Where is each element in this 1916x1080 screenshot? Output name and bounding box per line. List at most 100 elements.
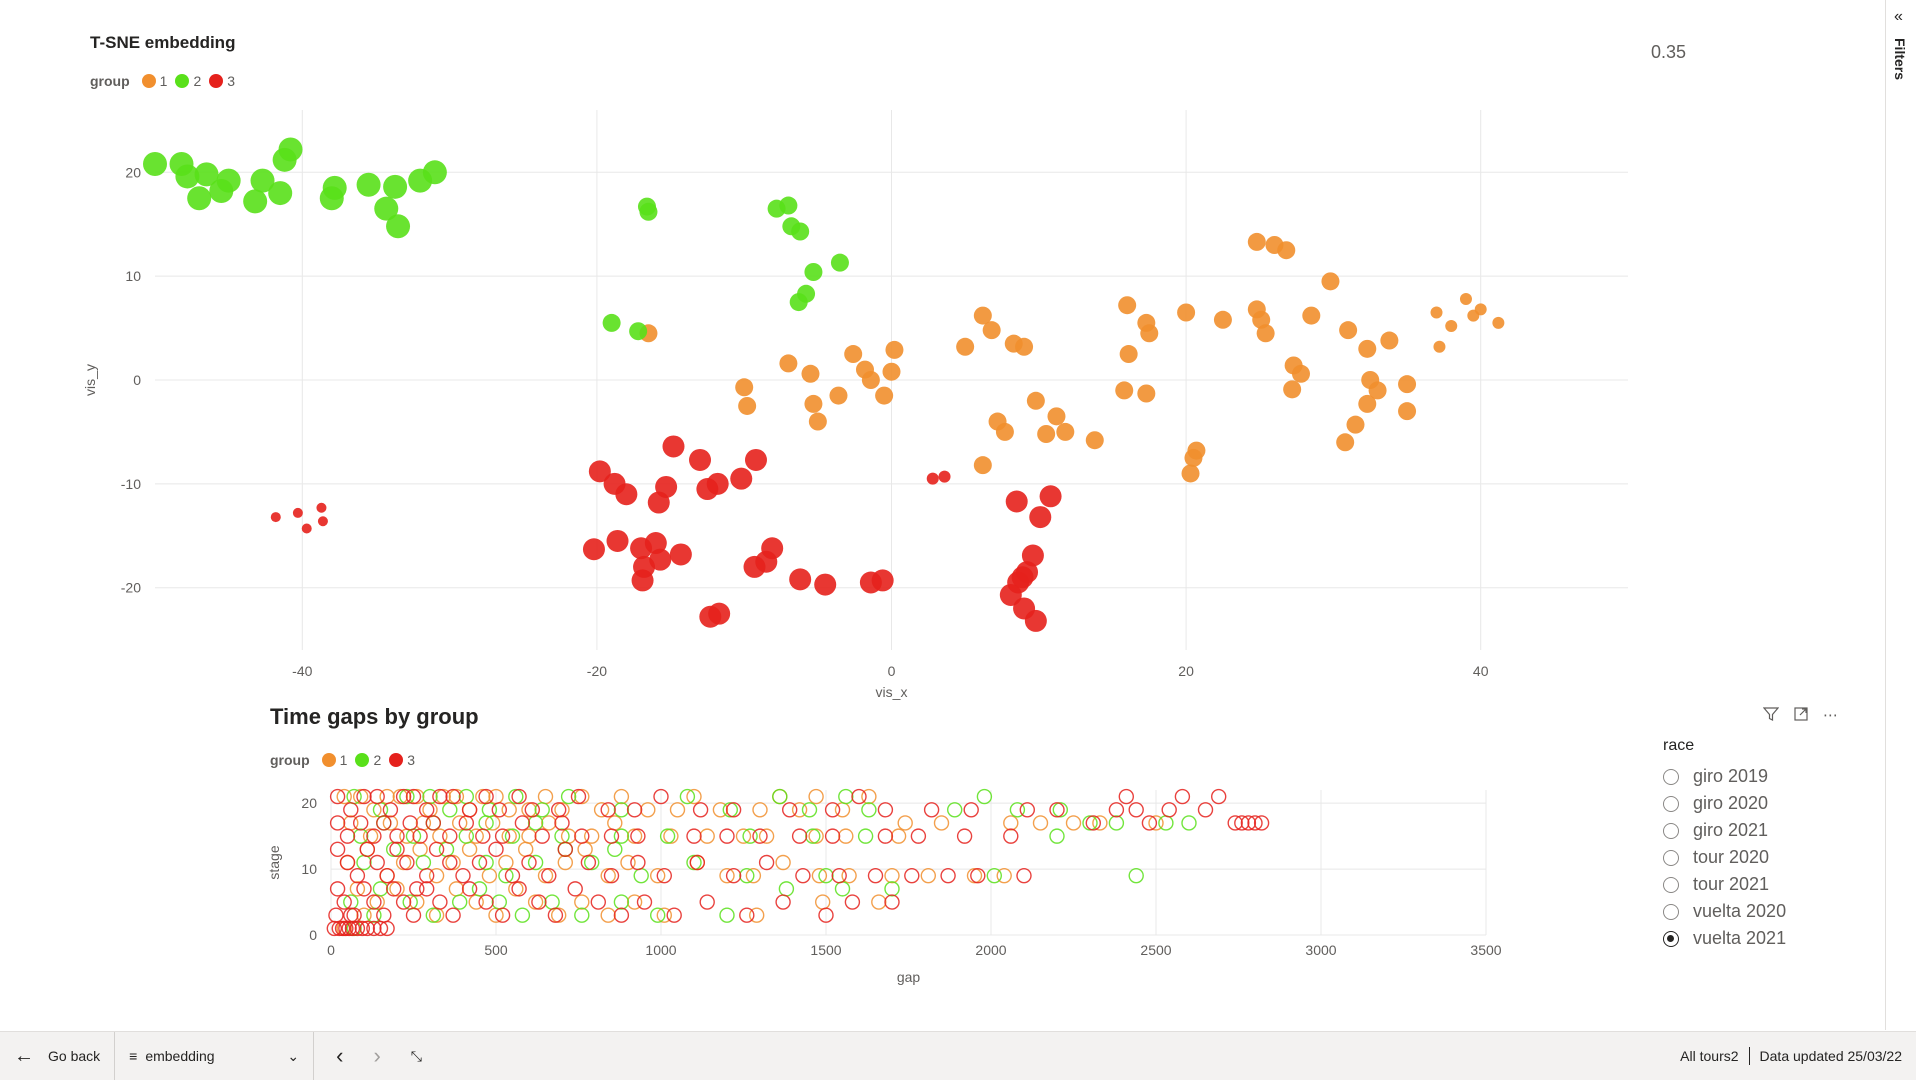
slicer-option[interactable]: tour 2021: [1663, 871, 1786, 898]
data-point-group-3: [366, 894, 382, 910]
filters-pane-collapsed[interactable]: «: [1885, 0, 1916, 1030]
data-point-group-2: [613, 894, 630, 910]
radio-button[interactable]: [1663, 849, 1679, 866]
data-point-group-3: [1197, 802, 1214, 818]
data-point-group-1: [626, 894, 643, 910]
data-point-group-3: [461, 802, 478, 818]
data-point-group-3: [630, 854, 646, 871]
chevron-down-icon: ⌄: [287, 1047, 300, 1064]
data-point-group-3: [686, 828, 702, 844]
data-point-group-1: [808, 828, 824, 844]
data-point-group-3: [432, 894, 448, 910]
slicer-option[interactable]: giro 2020: [1663, 790, 1786, 817]
data-point-group-3: [366, 828, 382, 844]
back-arrow-icon: ←: [14, 1044, 34, 1067]
data-point-group-1: [1283, 380, 1302, 399]
page-selector[interactable]: ≡ embedding ⌄: [115, 1032, 313, 1080]
data-point-group-3: [461, 881, 478, 897]
data-point-group-3: [445, 788, 461, 805]
x-tick-label: 1000: [645, 942, 676, 958]
data-point-group-3: [524, 802, 540, 818]
data-point-group-3: [831, 867, 847, 884]
data-point-group-3: [752, 828, 768, 844]
data-point-group-1: [1321, 272, 1340, 291]
data-point-group-1: [861, 788, 877, 805]
data-point-group-2: [452, 894, 468, 910]
slicer-option[interactable]: tour 2020: [1663, 844, 1786, 871]
collapse-icon[interactable]: ⤡: [410, 1047, 422, 1064]
data-point-group-2: [422, 160, 447, 185]
previous-page-icon[interactable]: ‹: [336, 1043, 344, 1068]
data-point-group-2: [425, 907, 441, 923]
data-point-group-1: [600, 867, 616, 884]
data-point-group-1: [336, 788, 352, 805]
data-point-group-3: [1021, 544, 1044, 567]
data-point-group-3: [1210, 788, 1227, 805]
data-point-group-3: [521, 854, 537, 871]
go-back-button[interactable]: ← Go back: [0, 1032, 114, 1080]
radio-button[interactable]: [1663, 795, 1679, 812]
data-point-group-1: [841, 867, 857, 884]
slicer-option[interactable]: giro 2019: [1663, 763, 1786, 790]
data-point-group-1: [1398, 402, 1417, 421]
legend-label-2: 2: [193, 73, 202, 89]
next-page-icon[interactable]: ›: [373, 1043, 381, 1068]
data-point-group-3: [329, 788, 346, 805]
data-point-group-3: [590, 894, 606, 910]
expand-pane-icon[interactable]: «: [1894, 8, 1903, 25]
data-point-group-3: [405, 788, 422, 805]
data-point-group-3: [963, 802, 979, 818]
data-point-group-1: [1085, 431, 1104, 450]
data-point-group-2: [633, 867, 649, 884]
data-point-group-3: [316, 502, 327, 513]
data-point-group-1: [428, 867, 445, 884]
data-point-group-3: [824, 802, 841, 818]
data-point-group-2: [187, 186, 212, 211]
tsne-chart[interactable]: -40 -20 0 20 40 -20 -10 0 10 20 vis_x vis_y: [0, 0, 1916, 700]
filters-label[interactable]: Filters: [1892, 38, 1908, 81]
more-options-icon[interactable]: ⋯: [1823, 707, 1838, 724]
focus-mode-icon[interactable]: [1793, 706, 1809, 726]
slicer-option[interactable]: giro 2021: [1663, 817, 1786, 844]
data-point-group-1: [738, 396, 757, 415]
data-point-group-2: [458, 828, 474, 844]
radio-button[interactable]: [1663, 822, 1679, 839]
data-point-group-3: [551, 802, 567, 818]
data-point-group-3: [359, 920, 375, 937]
legend-dot-3: [209, 74, 224, 88]
legend-label-2: 2: [373, 752, 382, 768]
data-point-group-3: [666, 907, 682, 923]
data-point-group-3: [478, 894, 494, 910]
radio-button[interactable]: [1663, 903, 1679, 920]
radio-button[interactable]: [1663, 930, 1679, 947]
slicer-title: race: [1663, 737, 1695, 754]
data-point-group-1: [557, 854, 573, 871]
radio-button[interactable]: [1663, 768, 1679, 785]
data-point-group-3: [871, 569, 894, 592]
data-point-group-3: [379, 920, 395, 937]
filter-icon[interactable]: [1762, 706, 1780, 726]
data-point-group-2: [216, 168, 241, 193]
data-point-group-3: [923, 802, 940, 818]
data-point-group-3: [343, 907, 359, 923]
data-point-group-1: [861, 371, 880, 389]
data-point-group-2: [686, 854, 702, 871]
data-point-group-2: [1158, 815, 1174, 831]
data-point-group-1: [829, 386, 848, 405]
data-point-group-1: [428, 907, 445, 923]
data-point-group-3: [336, 894, 352, 910]
time-gaps-chart[interactable]: 0 500 1000 1500 2000 2500 3000 350001020gapstag…: [0, 0, 1916, 1000]
page-list-icon: ≡: [129, 1048, 138, 1064]
y-tick-label: 20: [301, 795, 317, 811]
slicer-option[interactable]: vuelta 2021: [1663, 925, 1786, 952]
data-point-group-2: [374, 196, 399, 221]
data-point-group-1: [1056, 422, 1075, 441]
data-point-group-1: [1368, 381, 1387, 400]
slicer-option[interactable]: vuelta 2020: [1663, 898, 1786, 925]
data-point-group-2: [1128, 867, 1144, 884]
slicer-option-label: giro 2021: [1693, 820, 1769, 840]
data-point-group-1: [600, 907, 616, 923]
radio-button[interactable]: [1663, 876, 1679, 893]
data-point-group-3: [775, 894, 791, 910]
data-point-group-1: [435, 788, 451, 805]
